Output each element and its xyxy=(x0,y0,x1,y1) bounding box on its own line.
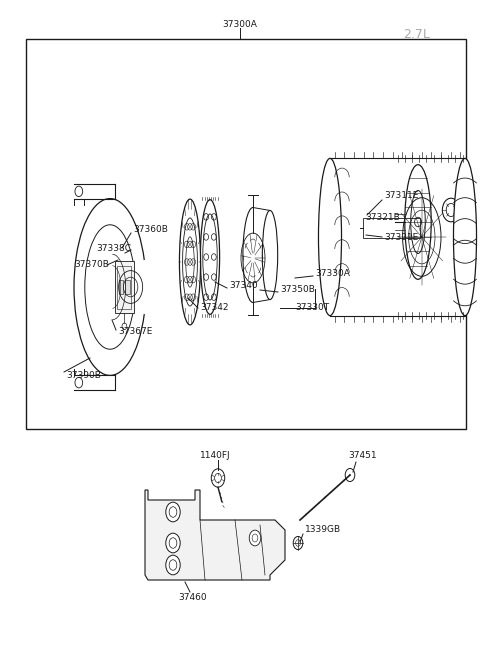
Text: 37321B: 37321B xyxy=(365,214,400,223)
Text: 37460: 37460 xyxy=(179,593,207,603)
Circle shape xyxy=(166,555,180,575)
Text: 37370B: 37370B xyxy=(74,259,109,269)
Bar xyxy=(125,280,130,293)
Circle shape xyxy=(293,536,303,550)
Text: 37338C: 37338C xyxy=(96,244,131,252)
Ellipse shape xyxy=(454,159,477,316)
Text: 37330T: 37330T xyxy=(295,303,329,312)
Bar xyxy=(119,280,123,293)
Text: 37367E: 37367E xyxy=(118,328,152,337)
Bar xyxy=(26,39,466,429)
Text: 37451: 37451 xyxy=(348,451,377,460)
Text: 37340: 37340 xyxy=(229,282,258,291)
Text: 1140FJ: 1140FJ xyxy=(200,451,230,460)
Ellipse shape xyxy=(319,159,341,316)
Circle shape xyxy=(249,530,261,546)
Bar xyxy=(190,245,200,269)
Text: 37360B: 37360B xyxy=(133,225,168,234)
Text: 37311E: 37311E xyxy=(384,191,419,200)
Circle shape xyxy=(166,502,180,522)
Text: 37350B: 37350B xyxy=(280,284,315,293)
Bar xyxy=(192,248,199,266)
Bar xyxy=(117,266,131,309)
Text: 37330A: 37330A xyxy=(315,269,350,278)
Bar xyxy=(115,261,134,313)
Text: 37300A: 37300A xyxy=(223,20,257,29)
Text: 1339GB: 1339GB xyxy=(305,525,341,534)
Ellipse shape xyxy=(262,210,278,299)
Text: 37390B: 37390B xyxy=(66,371,101,379)
Ellipse shape xyxy=(180,199,201,325)
Text: 37321E: 37321E xyxy=(384,233,418,242)
Text: 37342: 37342 xyxy=(200,303,228,312)
Polygon shape xyxy=(145,490,285,580)
Bar xyxy=(363,218,420,238)
Circle shape xyxy=(166,533,180,553)
Text: 2.7L: 2.7L xyxy=(403,28,430,41)
Circle shape xyxy=(345,468,355,481)
Circle shape xyxy=(211,469,225,487)
Ellipse shape xyxy=(201,200,220,314)
